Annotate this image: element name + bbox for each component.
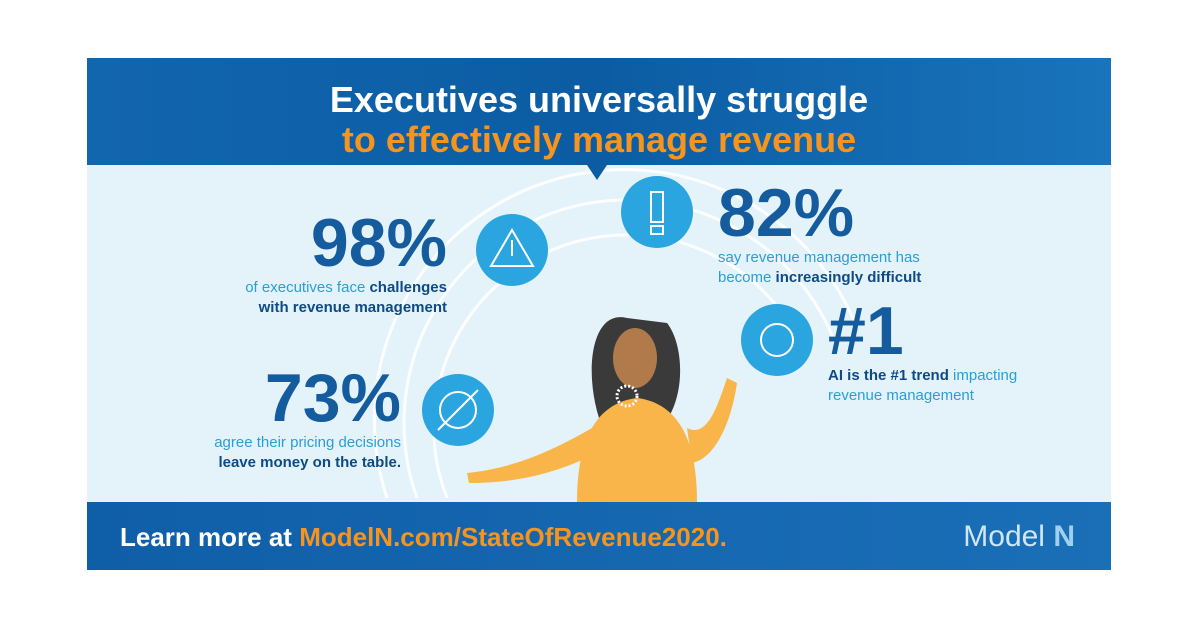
stat-text: agree their pricing decisions [214, 434, 401, 451]
stat-line: of executives face challenges [245, 278, 447, 298]
footer: Learn more at ModelN.com/StateOfRevenue2… [87, 502, 1111, 570]
stat-text: challenges [369, 279, 447, 296]
stat-line: AI is the #1 trend impacting [828, 366, 1017, 386]
title-highlight: to effectively manage revenue [341, 119, 857, 160]
illustration [372, 165, 859, 502]
stat-text: increasingly difficult [775, 269, 922, 286]
stat-line: revenue management [828, 386, 1017, 406]
stat: 73% agree their pricing decisions leave mo… [214, 363, 401, 473]
stat-line: agree their pricing decisions [214, 433, 401, 453]
cta: Learn more at ModelN.com/StateOfRevenue2… [120, 522, 727, 553]
stat-text: say revenue management has [718, 249, 920, 266]
logo-letter: N [1053, 520, 1075, 553]
infographic: Executives universally struggle to effec… [87, 58, 1111, 570]
stat: #1 AI is the #1 trend impacting revenue ma… [828, 296, 1017, 406]
stat-line: say revenue management has [718, 248, 921, 268]
stat-line: with revenue management [245, 298, 447, 318]
title-line: Executives universally struggle [329, 79, 869, 120]
stat-text: with revenue management [258, 299, 447, 316]
stat-value: 98% [310, 205, 447, 281]
stat: 98% of executives face challenges with rev… [245, 208, 447, 318]
stat-text: become [718, 269, 776, 286]
stat-text: impacting [948, 367, 1018, 384]
header: Executives universally struggle to effec… [87, 58, 1111, 165]
stat-line: become increasingly difficult [718, 268, 921, 288]
icon-warning [476, 214, 548, 286]
logo: Model N [963, 520, 1075, 554]
logo-word: Model [963, 520, 1045, 553]
icon-no-money [422, 374, 494, 446]
icon-brain [741, 304, 813, 376]
stat-value: #1 [828, 293, 904, 369]
stat-line: leave money on the table. [214, 453, 401, 473]
stat: 82% say revenue management has become incr… [718, 178, 921, 288]
cta-link[interactable]: ModelN.com/StateOfRevenue2020. [299, 522, 727, 552]
stat-text: revenue management [828, 387, 974, 404]
stat-value: 82% [718, 175, 855, 251]
icon-alert [621, 176, 693, 248]
stat-value: 73% [264, 360, 401, 436]
stat-text: of executives face [245, 279, 370, 296]
stat-text: AI is the #1 trend [828, 367, 949, 384]
stat-text: leave money on the table. [218, 454, 401, 471]
cta-prefix: Learn more at [120, 522, 292, 552]
woman [467, 317, 737, 502]
